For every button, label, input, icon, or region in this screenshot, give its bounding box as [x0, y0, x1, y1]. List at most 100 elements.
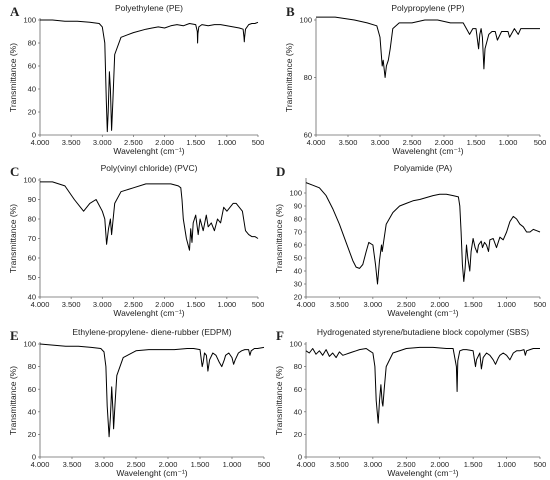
x-tick-label: 1.500: [186, 300, 205, 309]
x-tick-label: 3.500: [330, 300, 349, 309]
y-tick-label: 0: [32, 131, 36, 140]
x-tick-label: 4.000: [297, 460, 316, 469]
y-tick-label: 100: [299, 16, 312, 25]
y-axis-label: Transmittance (%): [274, 366, 284, 435]
x-axis-label: Wavelenght (cm⁻¹): [387, 308, 458, 318]
y-tick-label: 80: [294, 362, 302, 371]
x-tick-label: 3.500: [330, 460, 349, 469]
spectrum-line: [316, 16, 540, 78]
y-tick-label: 60: [294, 385, 302, 394]
y-tick-label: 60: [28, 254, 36, 263]
x-tick-label: 3.000: [363, 300, 382, 309]
x-tick-label: 3.000: [93, 138, 112, 147]
y-tick-label: 80: [304, 73, 312, 82]
y-tick-label: 40: [28, 85, 36, 94]
chart-title: Hydrogenated styrene/butadiene block cop…: [317, 327, 529, 337]
chart-title: Polypropylene (PP): [391, 3, 464, 13]
y-tick-label: 20: [28, 430, 36, 439]
x-tick-label: 3.000: [93, 300, 112, 309]
x-axis-label: Wavelenght (cm⁻¹): [116, 468, 187, 478]
y-tick-label: 60: [28, 385, 36, 394]
x-tick-label: 500: [534, 300, 547, 309]
spectrum-line: [40, 19, 259, 133]
y-tick-label: 70: [294, 228, 302, 237]
y-axis-label: Transmittance (%): [284, 43, 294, 112]
x-tick-label: 1.500: [191, 460, 210, 469]
x-tick-label: 2.000: [155, 138, 174, 147]
x-tick-label: 2.000: [155, 300, 174, 309]
y-axis-label: Transmittance (%): [8, 366, 18, 435]
y-axis-label: Transmittance (%): [8, 43, 18, 112]
y-tick-label: 100: [289, 189, 302, 198]
x-tick-label: 1.000: [223, 460, 242, 469]
x-tick-label: 2.000: [159, 460, 178, 469]
y-tick-label: 90: [28, 195, 36, 204]
y-tick-label: 20: [294, 293, 302, 302]
chart-panel-d: D Polyamide (PA) 20 30 40 50 60 70 80 90 100 4.000 3…: [274, 163, 546, 318]
y-tick-label: 40: [28, 407, 36, 416]
x-axis-label: Wavelenght (cm⁻¹): [113, 146, 184, 156]
chart-title: Ethylene-propylene- diene-rubber (EDPM): [72, 327, 231, 337]
panel-label: A: [10, 4, 20, 19]
x-tick-label: 3.000: [95, 460, 114, 469]
y-axis-label: Transmittance (%): [274, 204, 284, 273]
y-tick-label: 90: [294, 202, 302, 211]
x-tick-label: 3.000: [371, 138, 390, 147]
y-tick-label: 80: [28, 362, 36, 371]
y-tick-label: 100: [289, 340, 302, 349]
x-tick-label: 2.500: [124, 300, 143, 309]
x-tick-label: 1.500: [464, 300, 483, 309]
y-tick-label: 60: [28, 62, 36, 71]
y-tick-label: 80: [294, 215, 302, 224]
x-tick-label: 4.000: [307, 138, 326, 147]
y-tick-label: 80: [28, 39, 36, 48]
y-tick-label: 100: [23, 340, 36, 349]
x-tick-label: 4.000: [31, 138, 50, 147]
chart-panel-e: E Ethylene-propylene- diene-rubber (EDPM)…: [8, 327, 270, 478]
x-tick-label: 2.000: [430, 300, 449, 309]
x-tick-label: 1.000: [499, 138, 518, 147]
y-tick-label: 40: [294, 267, 302, 276]
y-tick-label: 0: [32, 453, 36, 462]
x-tick-label: 3.500: [339, 138, 358, 147]
x-tick-label: 1.000: [217, 138, 236, 147]
x-tick-label: 500: [534, 460, 547, 469]
x-tick-label: 2.500: [397, 460, 416, 469]
x-tick-label: 1.500: [464, 460, 483, 469]
spectrum-line: [39, 343, 265, 438]
y-tick-label: 0: [298, 453, 302, 462]
x-tick-label: 500: [252, 300, 265, 309]
chart-panel-c: C Poly(vinyl chloride) (PVC) 40 50 60 70 80 90 1…: [8, 163, 264, 318]
panel-label: F: [276, 328, 284, 343]
x-tick-label: 1.500: [186, 138, 205, 147]
y-tick-label: 100: [23, 176, 36, 185]
x-axis-label: Wavelenght (cm⁻¹): [113, 308, 184, 318]
y-tick-label: 70: [28, 234, 36, 243]
x-tick-label: 3.500: [63, 460, 82, 469]
x-tick-label: 2.500: [397, 300, 416, 309]
y-tick-label: 60: [304, 131, 312, 140]
chart-panel-f: F Hydrogenated styrene/butadiene block co…: [274, 327, 546, 478]
x-tick-label: 500: [252, 138, 265, 147]
x-axis-label: Wavelenght (cm⁻¹): [392, 146, 463, 156]
y-tick-label: 80: [28, 215, 36, 224]
y-tick-label: 60: [294, 241, 302, 250]
y-tick-label: 30: [294, 280, 302, 289]
y-tick-label: 40: [294, 407, 302, 416]
chart-panel-a: A Polyethylene (PE) 0 20 40 60 80 100 4.000 3.500…: [8, 3, 264, 156]
chart-title: Polyethylene (PE): [115, 3, 183, 13]
y-tick-label: 50: [294, 254, 302, 263]
x-tick-label: 3.500: [62, 300, 81, 309]
panel-label: C: [10, 164, 19, 179]
panel-label: E: [10, 328, 19, 343]
y-axis-label: Transmittance (%): [8, 204, 18, 273]
chart-title: Poly(vinyl chloride) (PVC): [101, 163, 198, 173]
y-tick-label: 20: [294, 430, 302, 439]
x-tick-label: 1.000: [497, 460, 516, 469]
x-tick-label: 2.500: [124, 138, 143, 147]
x-tick-label: 500: [258, 460, 271, 469]
chart-panel-b: B Polypropylene (PP) 60 80 100 4.000 3.500 3.00…: [284, 3, 546, 156]
y-tick-label: 40: [28, 293, 36, 302]
panel-label: B: [286, 4, 295, 19]
